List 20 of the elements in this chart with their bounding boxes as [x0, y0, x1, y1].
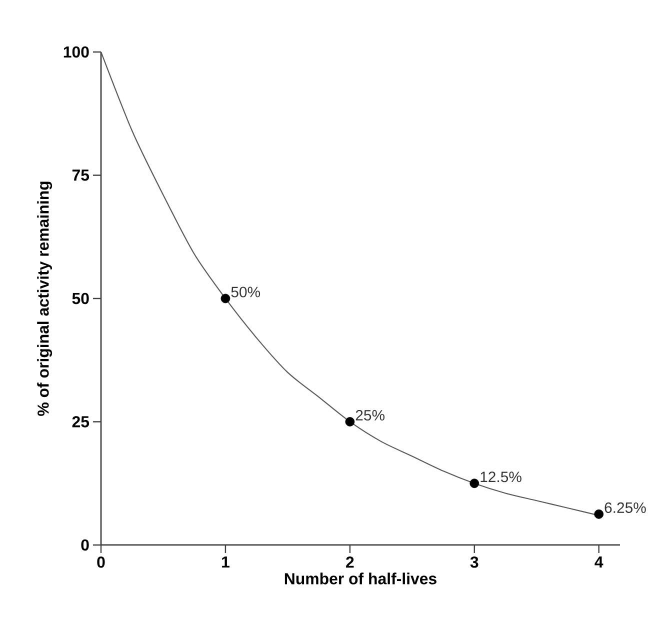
data-label: 12.5% [480, 472, 522, 482]
point [345, 417, 355, 426]
x-axis-title: Number of half-lives [284, 572, 436, 584]
point [470, 478, 480, 488]
y-tick-label: 25 [72, 416, 90, 428]
y-axis-title: % of original activity remaining [37, 182, 52, 416]
x-tick-label: 4 [594, 556, 604, 568]
y-tick-label: 0 [81, 539, 89, 551]
point [594, 509, 604, 519]
x-tick-label: 3 [470, 556, 478, 568]
data-label: 25% [356, 410, 384, 421]
x-tick-label: 1 [222, 556, 230, 568]
y-tick-label: 50 [72, 292, 89, 304]
x-tick-label: 2 [346, 556, 354, 568]
y-tick-label: 100 [64, 46, 89, 58]
y-tick-label: 75 [72, 170, 90, 181]
x-tick-label: 0 [97, 556, 105, 568]
data-label: 50% [231, 286, 260, 298]
point [220, 294, 230, 304]
data-label: 6.25% [604, 502, 646, 513]
